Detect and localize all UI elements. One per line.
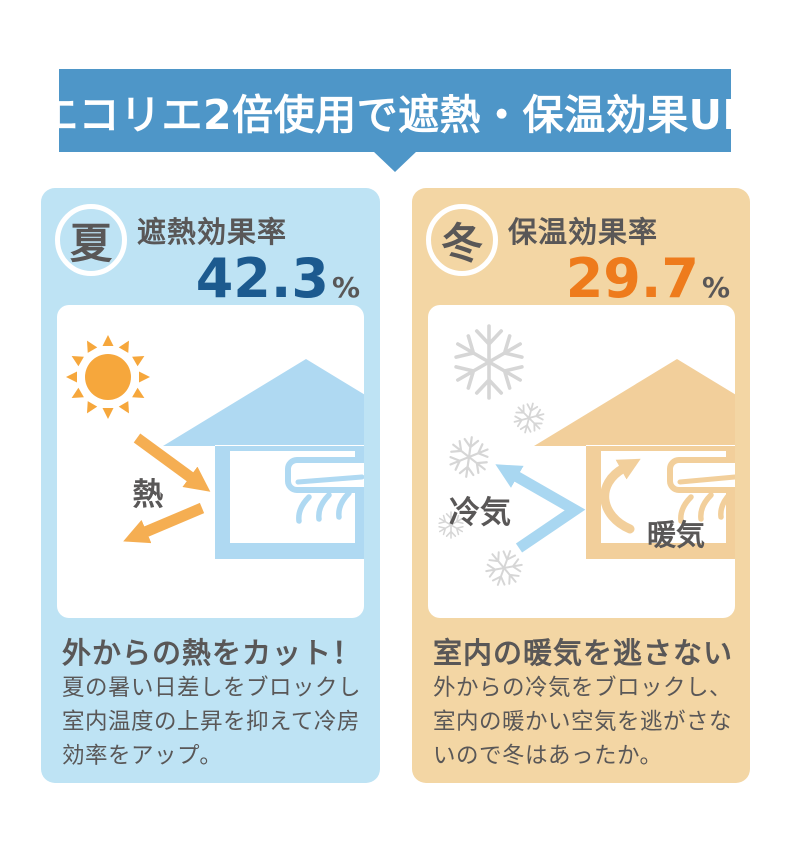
summer-illustration: 熱 xyxy=(57,305,364,618)
summer-metric-unit: % xyxy=(331,271,360,304)
cold-air-label: 冷気 xyxy=(449,495,511,531)
banner-pointer-icon xyxy=(373,151,417,172)
snowflake-icon xyxy=(436,324,549,593)
summer-metric: 遮熱効果率 42.3% xyxy=(137,209,360,310)
warm-circulation-arrow-icon xyxy=(600,458,641,534)
summer-heading: 外からの熱をカット！ xyxy=(62,636,363,670)
winter-metric: 保温効果率 29.7% xyxy=(508,209,730,310)
winter-metric-value-row: 29.7% xyxy=(508,247,730,310)
winter-metric-value: 29.7 xyxy=(565,247,699,310)
summer-metric-value: 42.3 xyxy=(195,247,329,310)
winter-panel: 冬 保温効果率 29.7% xyxy=(412,188,750,783)
summer-metric-value-row: 42.3% xyxy=(137,247,360,310)
air-conditioner-icon xyxy=(285,457,364,524)
winter-heading: 室内の暖気を逃さない xyxy=(433,636,734,670)
header-banner: エコリエ2倍使用で遮熱・保温効果UP xyxy=(37,69,752,152)
air-conditioner-icon xyxy=(667,457,735,524)
winter-badge: 冬 xyxy=(426,204,498,276)
cold-bounce-arrow-icon xyxy=(495,464,586,553)
winter-illustration-svg: 暖気 冷気 xyxy=(436,324,735,593)
summer-illustration-svg: 熱 xyxy=(66,335,364,559)
sun-icon xyxy=(66,335,150,419)
winter-metric-unit: % xyxy=(701,271,730,304)
warm-air-label: 暖気 xyxy=(647,518,705,552)
summer-badge: 夏 xyxy=(55,204,127,276)
winter-illustration: 暖気 冷気 xyxy=(428,305,735,618)
house-icon xyxy=(163,359,364,559)
winter-metric-label: 保温効果率 xyxy=(508,215,659,249)
heat-label: 熱 xyxy=(133,477,164,513)
summer-metric-label: 遮熱効果率 xyxy=(137,215,288,249)
winter-body-text: 外からの冷気をブロックし、室内の暖かい空気を逃がさないので冬はあったか。 xyxy=(433,675,733,769)
banner-title: エコリエ2倍使用で遮熱・保温効果UP xyxy=(37,90,753,139)
summer-body-text: 夏の暑い日差しをブロックし室内温度の上昇を抑えて冷房効率をアップ。 xyxy=(62,675,362,769)
heat-arrow-icon xyxy=(123,433,211,544)
summer-panel: 夏 遮熱効果率 42.3% xyxy=(41,188,380,783)
house-icon xyxy=(534,359,735,559)
